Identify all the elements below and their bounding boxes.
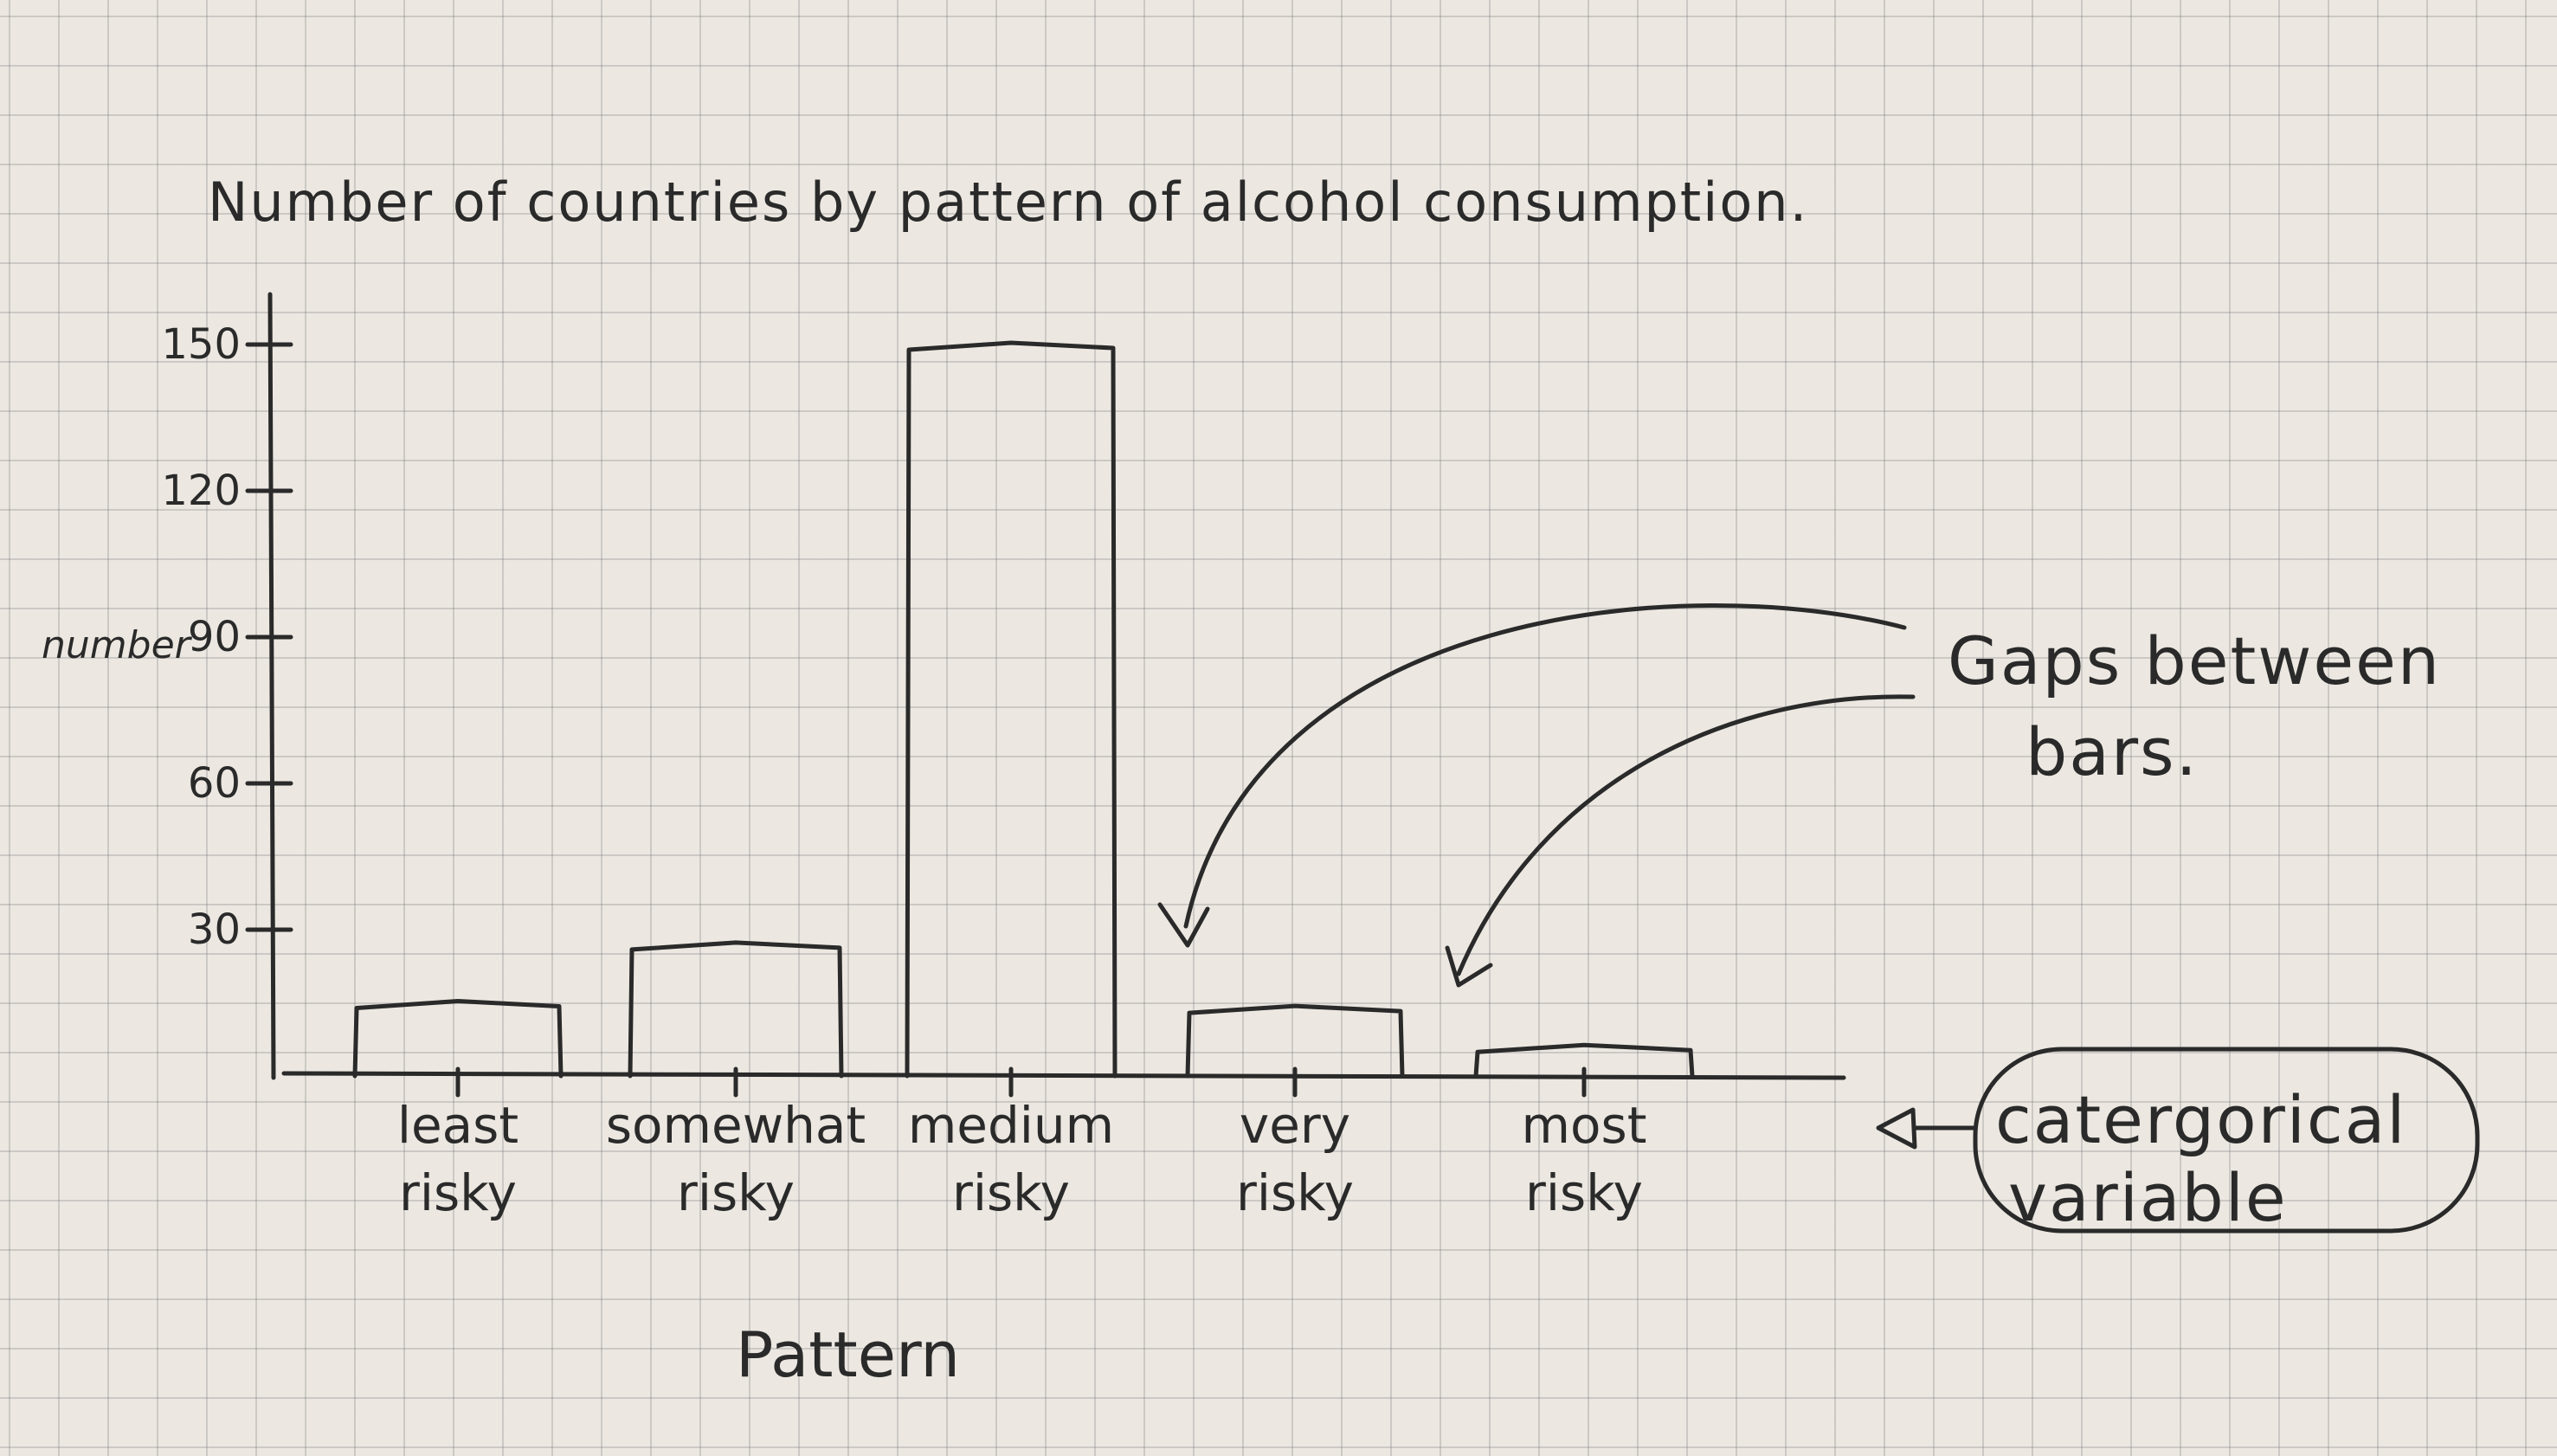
x-tick-label-4-line-1: most [1522,1096,1647,1155]
bar-2 [905,340,1117,1079]
y-ticks: 30 60 90 120 150 [161,320,293,954]
chart-title: Number of countries by pattern of alcoho… [208,171,1808,234]
bars [352,340,1695,1079]
x-tick-label-2-line-1: medium [908,1096,1114,1155]
y-tick-label-150: 150 [161,320,241,369]
y-tick-label-30: 30 [188,905,241,954]
x-tick-label-3-line-2: risky [1236,1163,1354,1222]
y-tick-label-60: 60 [188,759,241,808]
bar-3 [1185,1003,1405,1079]
gap-arrow-1-head [1157,902,1210,948]
axes [267,292,1846,1080]
bar-1 [628,940,844,1079]
annotation-categorical: catergorical variable [1876,1047,2480,1236]
x-axis [281,1071,1846,1080]
x-tick-label-1-line-2: risky [677,1163,795,1222]
x-axis-label: Pattern [736,1318,960,1391]
y-axis-label: number [42,623,193,667]
x-tick-label-2-line-2: risky [952,1163,1070,1222]
annotation-gaps: Gaps between bars. [1157,602,2441,988]
gap-arrow-1 [1183,602,1907,929]
bar-0 [352,999,564,1079]
annotation-categorical-line-2: variable [2008,1159,2288,1236]
x-tick-label-4-line-2: risky [1525,1163,1643,1222]
x-tick-label-0-line-1: least [397,1096,518,1155]
y-tick-label-120: 120 [161,467,241,515]
x-categories: least risky somewhat risky medium risky very ri… [397,1066,1647,1222]
annotation-gaps-line-1: Gaps between [1948,622,2441,699]
pointer-arrow [1876,1107,1978,1150]
bar-4 [1473,1042,1695,1079]
gap-arrow-2-head [1445,945,1493,988]
callout-box [1973,1047,2480,1234]
gap-arrow-2 [1456,694,1916,976]
annotation-gaps-line-2: bars. [2026,713,2199,790]
annotation-categorical-line-1: catergorical [1995,1081,2406,1158]
x-tick-label-3-line-1: very [1240,1096,1350,1155]
x-tick-label-0-line-2: risky [399,1163,517,1222]
y-axis [267,292,276,1080]
y-tick-label-90: 90 [188,613,241,661]
x-tick-label-1-line-1: somewhat [606,1096,866,1155]
